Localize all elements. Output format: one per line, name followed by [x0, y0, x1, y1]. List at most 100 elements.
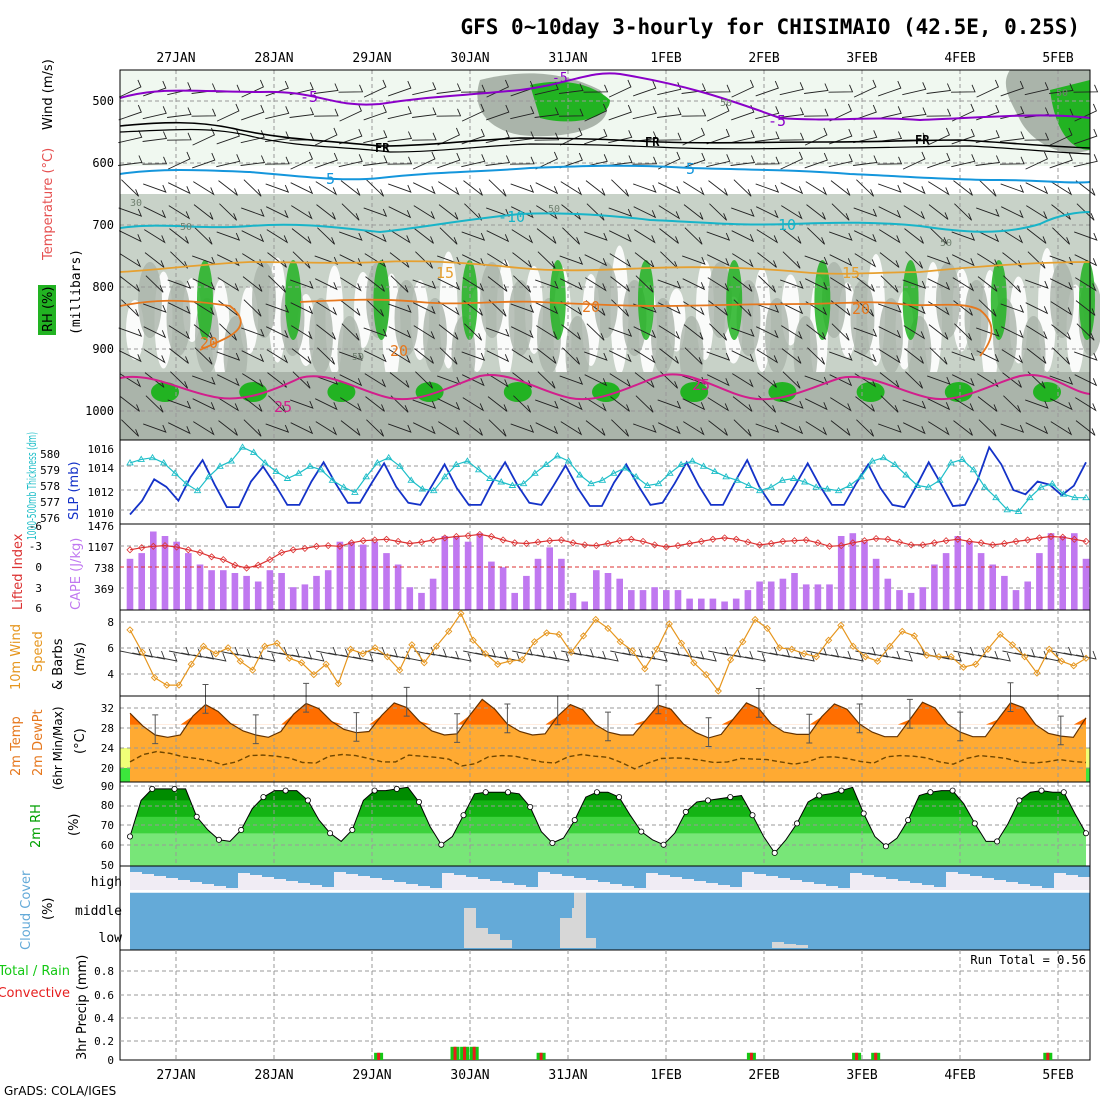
thickness-marker: [339, 483, 348, 490]
wind-barb: [830, 420, 851, 436]
wind-barb: [584, 128, 608, 145]
cloud-high-bar: [646, 866, 658, 873]
cloud-high-bar: [130, 866, 142, 872]
contour-label: 20: [582, 298, 600, 316]
date-label-bottom: 4FEB: [944, 1068, 975, 1083]
wind-barb: [656, 132, 682, 141]
wind-barb: [339, 128, 363, 145]
rh-swatch: [38, 285, 56, 335]
wind-barb: [439, 347, 458, 365]
li-marker: [219, 556, 227, 564]
thickness-marker: [947, 459, 955, 466]
wind-barb: [928, 204, 949, 220]
temp2m-panel: 32 28 24 20 2m Temp 2m DewPt (6hr Min/Ma…: [9, 682, 1091, 790]
wind-barb: [485, 155, 511, 166]
cloud-high-bar: [202, 866, 214, 884]
cloud-high-bar: [226, 866, 238, 888]
li-marker: [884, 535, 892, 543]
wind-barb: [415, 371, 434, 389]
cape-bar: [1024, 581, 1031, 610]
rh-band-mid: [166, 280, 191, 356]
rh-marker: [660, 841, 667, 848]
wind-barb: [1052, 347, 1071, 365]
wind-barb: [854, 350, 877, 363]
li-marker: [662, 543, 670, 551]
wind10m-barb: [990, 652, 1011, 662]
li-marker: [173, 543, 181, 551]
wind-barb: [560, 278, 583, 291]
wind-speed-marker: [763, 624, 771, 633]
wind-barb: [266, 349, 289, 364]
li-marker: [942, 537, 950, 545]
cape-bar: [826, 584, 833, 610]
temp-whisker: [806, 713, 813, 744]
cape-bar: [301, 584, 309, 610]
ylabel-lifted-index: Lifted Index: [11, 533, 26, 610]
wind-barb: [779, 107, 805, 118]
thickness-marker: [981, 483, 989, 490]
cape-bar: [907, 592, 915, 610]
wind-barb: [560, 421, 583, 436]
rh-moist-column: [549, 260, 566, 340]
wind10m-barb: [340, 650, 362, 660]
rh-series-line: [129, 786, 1087, 854]
temp-whisker: [504, 703, 511, 734]
cape-bar: [126, 558, 134, 610]
li-marker: [336, 542, 344, 550]
wind-barb: [266, 326, 289, 339]
wind-barb: [241, 104, 265, 121]
wind-barb: [633, 423, 657, 433]
wind-barb: [976, 207, 1000, 217]
wind-speed-marker: [543, 629, 551, 637]
wind-barb: [953, 420, 973, 436]
cape-bar: [348, 541, 355, 610]
wind-barb: [681, 83, 707, 94]
cloud-high-bar: [814, 866, 826, 884]
wind-barb: [537, 371, 556, 389]
ylabel-cape: CAPE (J/kg): [69, 538, 84, 610]
wind-barb: [511, 326, 534, 339]
rh-marker: [949, 787, 956, 794]
wind-speed-marker: [579, 632, 588, 640]
wind-speed-marker: [1021, 653, 1029, 661]
thickness-marker: [587, 479, 595, 487]
ylabel-wind-units: (m/s): [73, 642, 88, 676]
pressure-tick: 600: [92, 156, 114, 170]
wind-barb: [216, 231, 241, 241]
date-label-bottom: 31JAN: [548, 1068, 587, 1083]
thickness-marker: [497, 478, 505, 485]
cape-bar: [185, 553, 192, 610]
wind-barb: [560, 301, 583, 316]
rh-marker: [304, 797, 311, 804]
ylabel-speed: Speed: [31, 631, 46, 672]
contour-label: 50: [940, 238, 952, 249]
cape-bar: [1047, 533, 1055, 610]
wind-barb: [877, 156, 903, 165]
wind-barb: [142, 106, 167, 120]
cloud-high-bar: [214, 866, 226, 886]
cloud-low-bar: [584, 938, 596, 948]
wind-speed-marker: [923, 651, 931, 659]
cloud-high-bar: [286, 866, 298, 881]
rh-marker: [1038, 787, 1045, 794]
wind-barb: [977, 253, 999, 268]
rh-marker: [1083, 830, 1090, 837]
li-marker: [930, 539, 938, 547]
precip-panel: Run Total = 0.56 0.8 0.6 0.4 0.2 0 Total…: [0, 949, 1091, 1067]
wind-speed-marker: [310, 670, 318, 679]
thickness-marker: [621, 464, 629, 471]
cloud-high-bar: [586, 866, 598, 880]
cloud-low-bar: [560, 918, 572, 948]
wind-barb: [953, 180, 973, 196]
wind-barb: [1050, 181, 1073, 196]
cloud-high-bar: [922, 866, 934, 885]
wind-barb: [782, 371, 801, 389]
thickness-marker: [834, 486, 843, 494]
wind10m-barb: [781, 650, 803, 660]
wind-barb: [756, 229, 779, 244]
wind-barb: [1026, 228, 1047, 244]
wind-barb: [706, 231, 731, 241]
wind-barb: [143, 303, 167, 313]
cape-bar: [266, 570, 274, 610]
upper-axis-labels: Wind (m/s) Temperature (°C): [41, 59, 56, 261]
